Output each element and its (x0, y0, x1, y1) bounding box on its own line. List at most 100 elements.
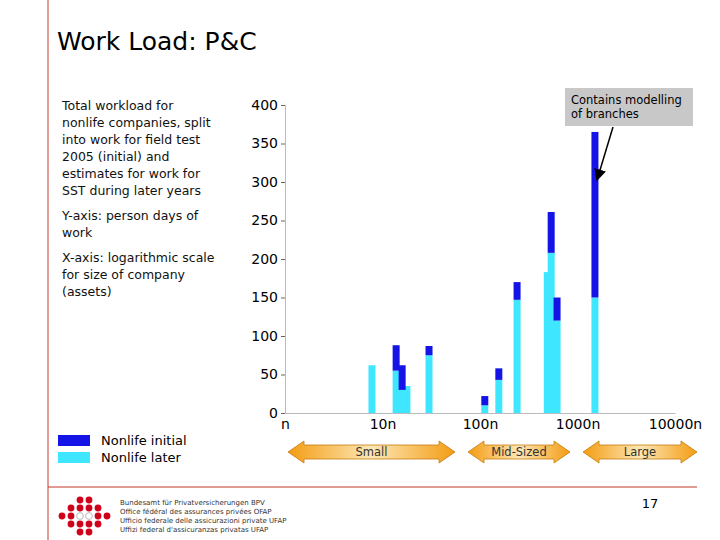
logo-dot (68, 521, 75, 528)
y-tick-mark (281, 298, 285, 299)
logo-dot (86, 505, 93, 512)
bar (393, 345, 400, 370)
description-line: work (62, 225, 93, 240)
logo-dot (68, 513, 75, 520)
annotation-arrow (597, 127, 613, 180)
x-tick-label: 100n (463, 416, 499, 432)
annotation-text: Contains modelling (571, 93, 682, 107)
legend-swatch (58, 435, 90, 446)
slide-title: Work Load: P&C (57, 27, 257, 56)
x-tick: n (281, 413, 290, 432)
y-tick-label: 50 (260, 366, 278, 382)
x-axis: n 10n 100n 1000n 10000n (281, 413, 702, 432)
frame-line-vertical (48, 0, 49, 540)
y-tick: 200 (251, 251, 285, 267)
bar (548, 212, 555, 253)
y-tick-mark (281, 182, 285, 183)
logo-dot (95, 521, 102, 528)
x-tick: 10000n (649, 413, 702, 432)
bar (554, 298, 561, 321)
y-tick-mark (281, 413, 285, 414)
y-tick-label: 250 (251, 212, 278, 228)
bar (495, 368, 502, 380)
y-tick: 0 (269, 405, 285, 421)
bar (514, 300, 521, 413)
y-tick-mark (281, 336, 285, 337)
logo-dot (77, 497, 84, 504)
logo-dot (77, 529, 84, 536)
footer-text: Office fédéral des assurances privées OF… (120, 508, 272, 516)
annotation-box (565, 88, 693, 126)
bar (393, 371, 400, 413)
logo-dot (104, 513, 111, 520)
description-line: Y-axis: person days of (61, 208, 199, 223)
logo-dot (86, 529, 93, 536)
logo-dot (95, 513, 102, 520)
logo-dot (77, 521, 84, 528)
y-tick-label: 200 (251, 251, 278, 267)
description-line: into work for field test (62, 132, 200, 147)
footer-text: Ufficio federale delle assicurazioni pri… (120, 517, 287, 525)
footer-logo (59, 497, 111, 536)
size-range-arrow (583, 441, 697, 463)
size-range-label: Small (356, 445, 388, 459)
bar (591, 132, 598, 298)
logo-dot (86, 497, 93, 504)
bar (481, 396, 488, 405)
bar (426, 355, 433, 413)
size-range-label: Large (624, 445, 656, 459)
logo-dot (77, 505, 84, 512)
description-line: nonlife companies, split (62, 115, 211, 130)
bar (368, 365, 375, 413)
bar (514, 282, 521, 300)
y-tick: 150 (251, 289, 285, 305)
frame-line-footer (48, 487, 697, 488)
y-tick-label: 100 (251, 328, 278, 344)
x-tick-label: 10n (370, 416, 397, 432)
x-tick-label: 1000n (556, 416, 601, 432)
slide: Work Load: P&C Total workload for nonlife … (0, 0, 720, 540)
y-tick-label: 300 (251, 174, 278, 190)
x-tick: 1000n (556, 413, 601, 432)
y-tick-label: 350 (251, 135, 278, 151)
description-line: for size of company (62, 267, 186, 282)
logo-dot (68, 505, 75, 512)
description-line: 2005 (initial) and (62, 149, 169, 164)
footer-text: Uffizi federal d'assicuranzas privatas U… (120, 526, 268, 534)
size-range-arrow (288, 441, 455, 463)
y-tick-label: 150 (251, 289, 278, 305)
description-line: X-axis: logarithmic scale (62, 250, 215, 265)
bar (495, 380, 502, 413)
x-tick-label: 10000n (649, 416, 702, 432)
legend-label: Nonlife later (101, 450, 182, 465)
bar (554, 321, 561, 413)
page-number: 17 (642, 496, 659, 511)
y-tick: 300 (251, 174, 285, 190)
description-line: SST during later years (62, 183, 201, 198)
logo-dot (86, 513, 93, 520)
bar (399, 365, 406, 390)
y-tick: 350 (251, 135, 285, 151)
description-line: Total workload for (61, 98, 174, 113)
x-tick-label: n (281, 416, 290, 432)
bar (368, 365, 375, 366)
size-range-label: Mid-Sized (491, 445, 546, 459)
legend-label: Nonlife initial (101, 433, 187, 448)
bar (591, 298, 598, 414)
footer-text: Bundesamt für Privatversicherungen BPV (120, 499, 265, 507)
bar (481, 405, 488, 413)
y-tick-mark (281, 144, 285, 145)
y-tick: 400 (251, 97, 285, 113)
y-tick-mark (281, 375, 285, 376)
bar (426, 346, 433, 355)
y-tick: 100 (251, 328, 285, 344)
bar (403, 386, 410, 387)
legend-swatch (58, 452, 90, 463)
y-tick-mark (281, 105, 285, 106)
y-tick-label: 0 (269, 405, 278, 421)
y-tick-label: 400 (251, 97, 278, 113)
y-tick-mark (281, 221, 285, 222)
bar (544, 272, 551, 273)
bar (403, 386, 410, 413)
logo-dot (95, 505, 102, 512)
